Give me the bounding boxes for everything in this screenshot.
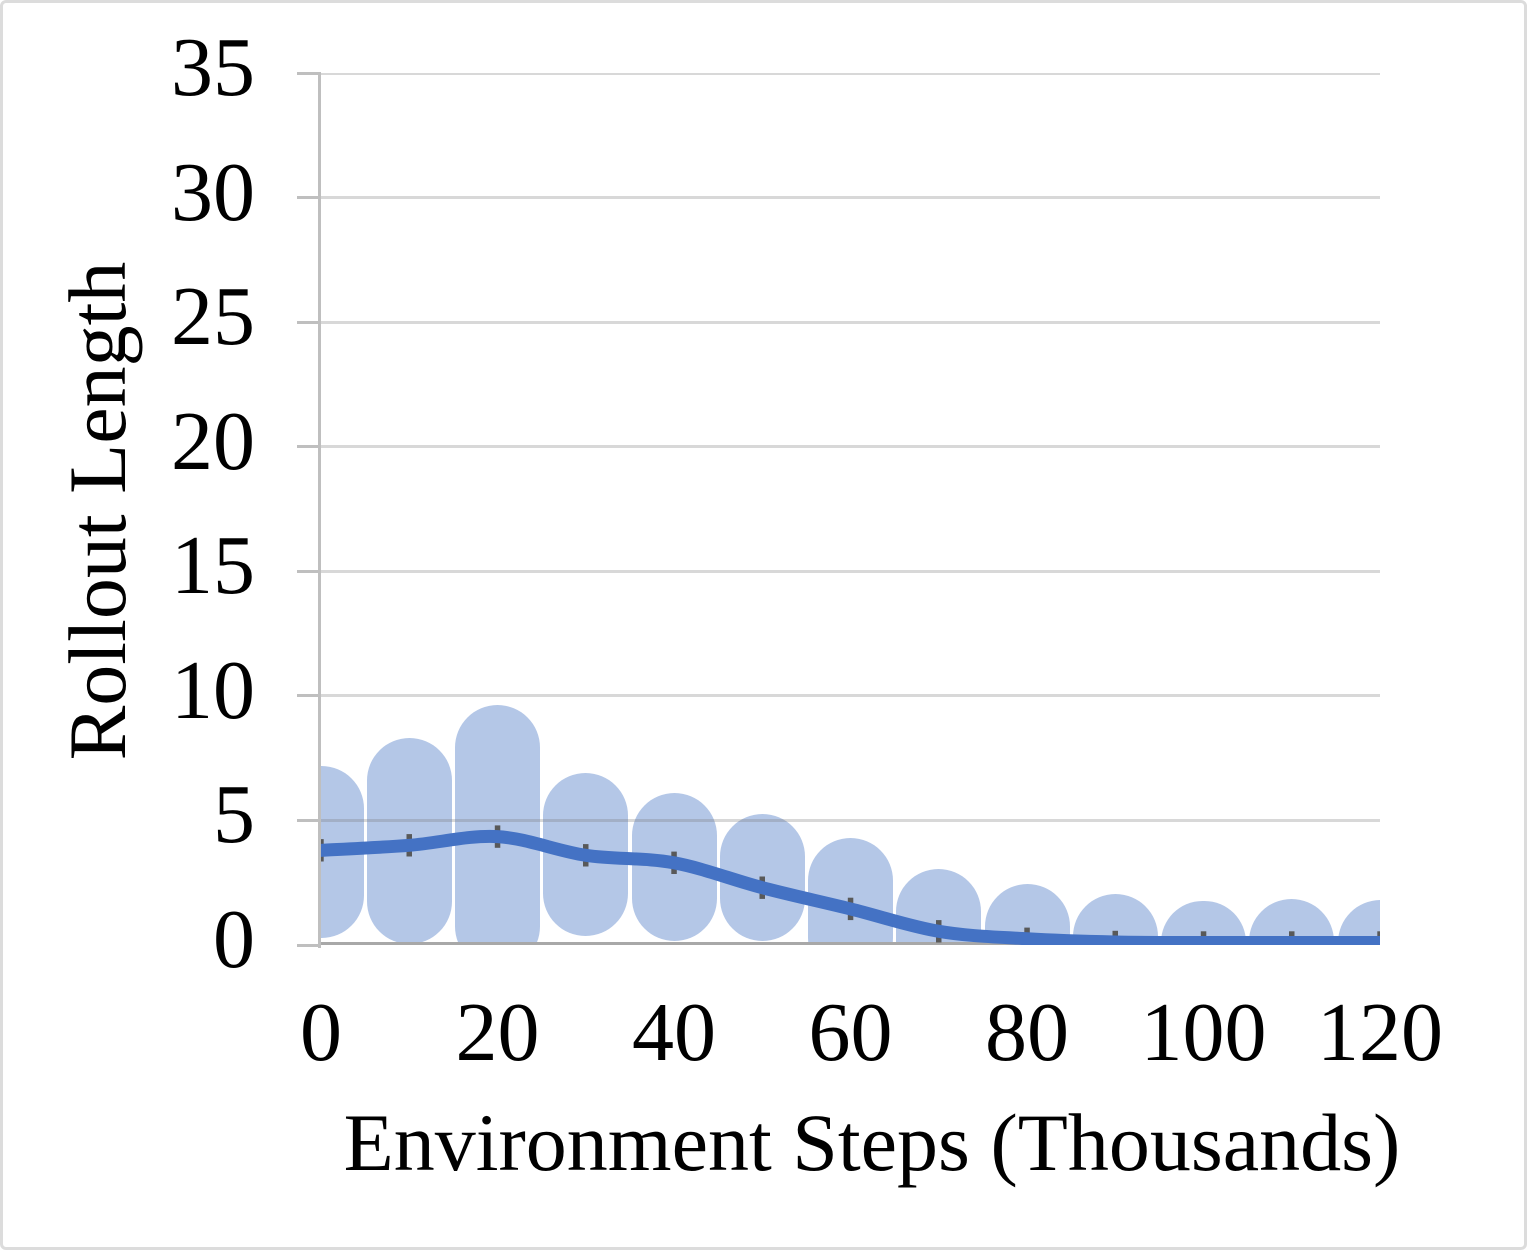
x-axis-line	[321, 941, 1380, 945]
y-tick-label: 20	[171, 394, 255, 488]
y-axis-tick	[297, 694, 321, 698]
y-axis-line-rule	[318, 73, 321, 948]
y-axis-tick	[297, 445, 321, 449]
band-capsule	[808, 837, 893, 945]
y-tick-label: 35	[171, 21, 255, 114]
y-tick-label: 10	[171, 643, 255, 737]
gridline	[321, 694, 1380, 698]
series-line-svg	[321, 825, 1380, 945]
gridline	[321, 818, 1380, 822]
y-axis-tick	[297, 196, 321, 200]
y-axis-tick	[297, 320, 321, 324]
y-tick-label: 0	[213, 893, 255, 986]
gridline	[321, 445, 1380, 449]
y-axis-tick	[297, 71, 321, 75]
series-line	[321, 829, 1380, 945]
gridline	[321, 73, 1380, 75]
x-tick-label: 20	[455, 986, 540, 1079]
x-tick-label: 40	[632, 986, 716, 1079]
gridline	[321, 196, 1380, 200]
y-tick-label: 15	[171, 519, 255, 613]
gridline	[321, 569, 1380, 573]
x-tick-label: 60	[808, 986, 893, 1079]
y-tick-label: 5	[213, 768, 255, 862]
plot-area	[321, 73, 1380, 945]
y-tick-label: 25	[171, 270, 255, 364]
x-tick-label: 100	[1140, 986, 1267, 1079]
gridline	[321, 320, 1380, 324]
y-axis-tick	[297, 818, 321, 822]
x-tick-label: 0	[300, 986, 342, 1079]
x-axis-title: Environment Steps (Thousands)	[343, 1097, 1401, 1188]
band-capsule	[455, 704, 540, 945]
y-axis-tick	[297, 569, 321, 573]
y-axis-tick	[297, 943, 321, 947]
x-tick-label: 80	[985, 986, 1069, 1079]
x-tick-label: 120	[1317, 986, 1443, 1079]
y-tick-label: 30	[171, 145, 255, 239]
